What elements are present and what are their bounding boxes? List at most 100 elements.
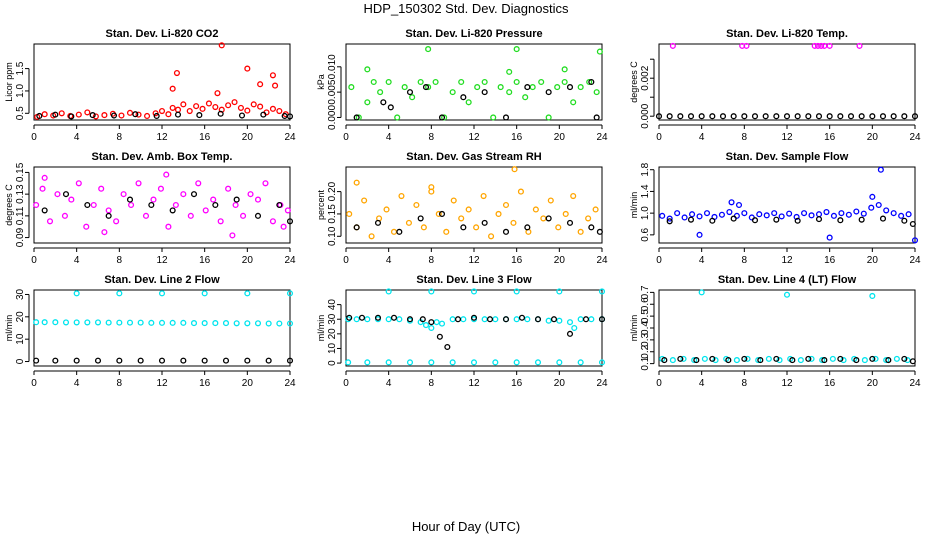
data-point — [571, 324, 578, 332]
data-point — [510, 219, 517, 226]
data-point — [540, 215, 547, 222]
data-point — [674, 210, 681, 217]
data-point — [355, 114, 362, 121]
data-point — [244, 290, 251, 297]
data-point — [52, 319, 59, 326]
data-point — [869, 113, 876, 120]
data-point — [417, 78, 424, 86]
y-tick-label: 0.15 — [15, 162, 26, 182]
series-cyan — [659, 289, 911, 364]
data-point — [554, 84, 561, 91]
plot-frame — [658, 43, 916, 121]
data-point — [743, 42, 750, 49]
y-tick-label: 1.0 — [640, 206, 651, 220]
data-point — [244, 107, 251, 114]
data-point — [661, 357, 668, 364]
data-point — [712, 357, 719, 364]
data-point — [577, 359, 584, 366]
x-tick-label: 20 — [867, 132, 879, 143]
data-point — [502, 114, 510, 121]
data-point — [390, 314, 398, 321]
data-point — [345, 359, 352, 366]
data-point — [232, 201, 239, 209]
x-tick-label: 0 — [656, 255, 662, 266]
data-point — [858, 113, 865, 120]
data-point — [413, 201, 420, 209]
data-point — [113, 218, 120, 225]
data-point — [443, 228, 450, 235]
data-point — [783, 113, 791, 120]
data-point — [36, 112, 43, 120]
data-point — [773, 113, 780, 120]
data-point — [385, 78, 392, 86]
data-point — [180, 101, 187, 108]
y-tick-label: 30 — [327, 313, 338, 325]
data-point — [385, 288, 392, 295]
x-tick-label: 24 — [284, 378, 296, 389]
data-point — [229, 232, 236, 239]
data-point — [818, 42, 825, 49]
data-point — [815, 216, 823, 223]
data-point — [778, 213, 785, 220]
x-tick-label: 12 — [781, 255, 793, 266]
data-point — [126, 109, 134, 116]
data-point — [212, 201, 219, 209]
y-tick-label: 0.000 — [640, 103, 651, 128]
data-point — [435, 210, 442, 217]
data-point — [186, 108, 193, 115]
data-point — [46, 218, 54, 225]
y-tick-label: 10 — [15, 333, 26, 345]
data-point — [254, 320, 262, 327]
data-point — [101, 112, 108, 119]
data-point — [513, 46, 520, 53]
x-tick-label: 20 — [242, 378, 254, 389]
data-point — [703, 210, 711, 217]
data-point — [598, 288, 606, 295]
data-point — [545, 114, 552, 121]
data-point — [190, 320, 198, 327]
data-point — [383, 206, 390, 213]
series-black — [33, 357, 294, 364]
data-point — [425, 84, 432, 91]
data-point — [691, 357, 698, 364]
data-point — [286, 218, 294, 225]
data-point — [73, 290, 80, 297]
data-point — [741, 355, 748, 362]
series-red — [34, 42, 289, 120]
data-point — [222, 320, 230, 327]
data-point — [830, 212, 837, 219]
data-point — [596, 48, 603, 55]
data-point — [90, 201, 97, 209]
data-point — [364, 359, 371, 366]
data-point — [135, 180, 142, 187]
data-point — [438, 114, 446, 121]
data-point — [272, 82, 279, 89]
series-blue — [659, 166, 919, 244]
data-point — [284, 207, 291, 214]
x-tick-label: 24 — [284, 132, 296, 143]
x-tick-label: 4 — [386, 378, 392, 389]
data-point — [286, 290, 294, 297]
data-point — [497, 84, 504, 91]
data-point — [409, 94, 416, 101]
data-point — [262, 180, 269, 187]
y-axis-label: kPa — [316, 74, 326, 90]
data-point — [454, 316, 462, 323]
data-point — [751, 217, 759, 224]
y-tick-label: 0.5 — [15, 106, 26, 120]
data-point — [374, 314, 382, 321]
data-point — [158, 357, 166, 364]
data-point — [286, 320, 294, 327]
data-point — [883, 207, 890, 214]
data-point — [744, 355, 751, 362]
data-point — [698, 113, 705, 120]
data-point — [385, 359, 392, 366]
data-point — [677, 113, 684, 120]
panel-title: Stan. Dev. Li-820 Temp. — [726, 28, 848, 40]
data-point — [361, 197, 368, 204]
y-axis-label: percent — [316, 189, 326, 220]
series-magenta — [33, 171, 291, 239]
data-point — [588, 224, 595, 231]
data-point — [157, 185, 164, 192]
data-point — [195, 180, 202, 187]
